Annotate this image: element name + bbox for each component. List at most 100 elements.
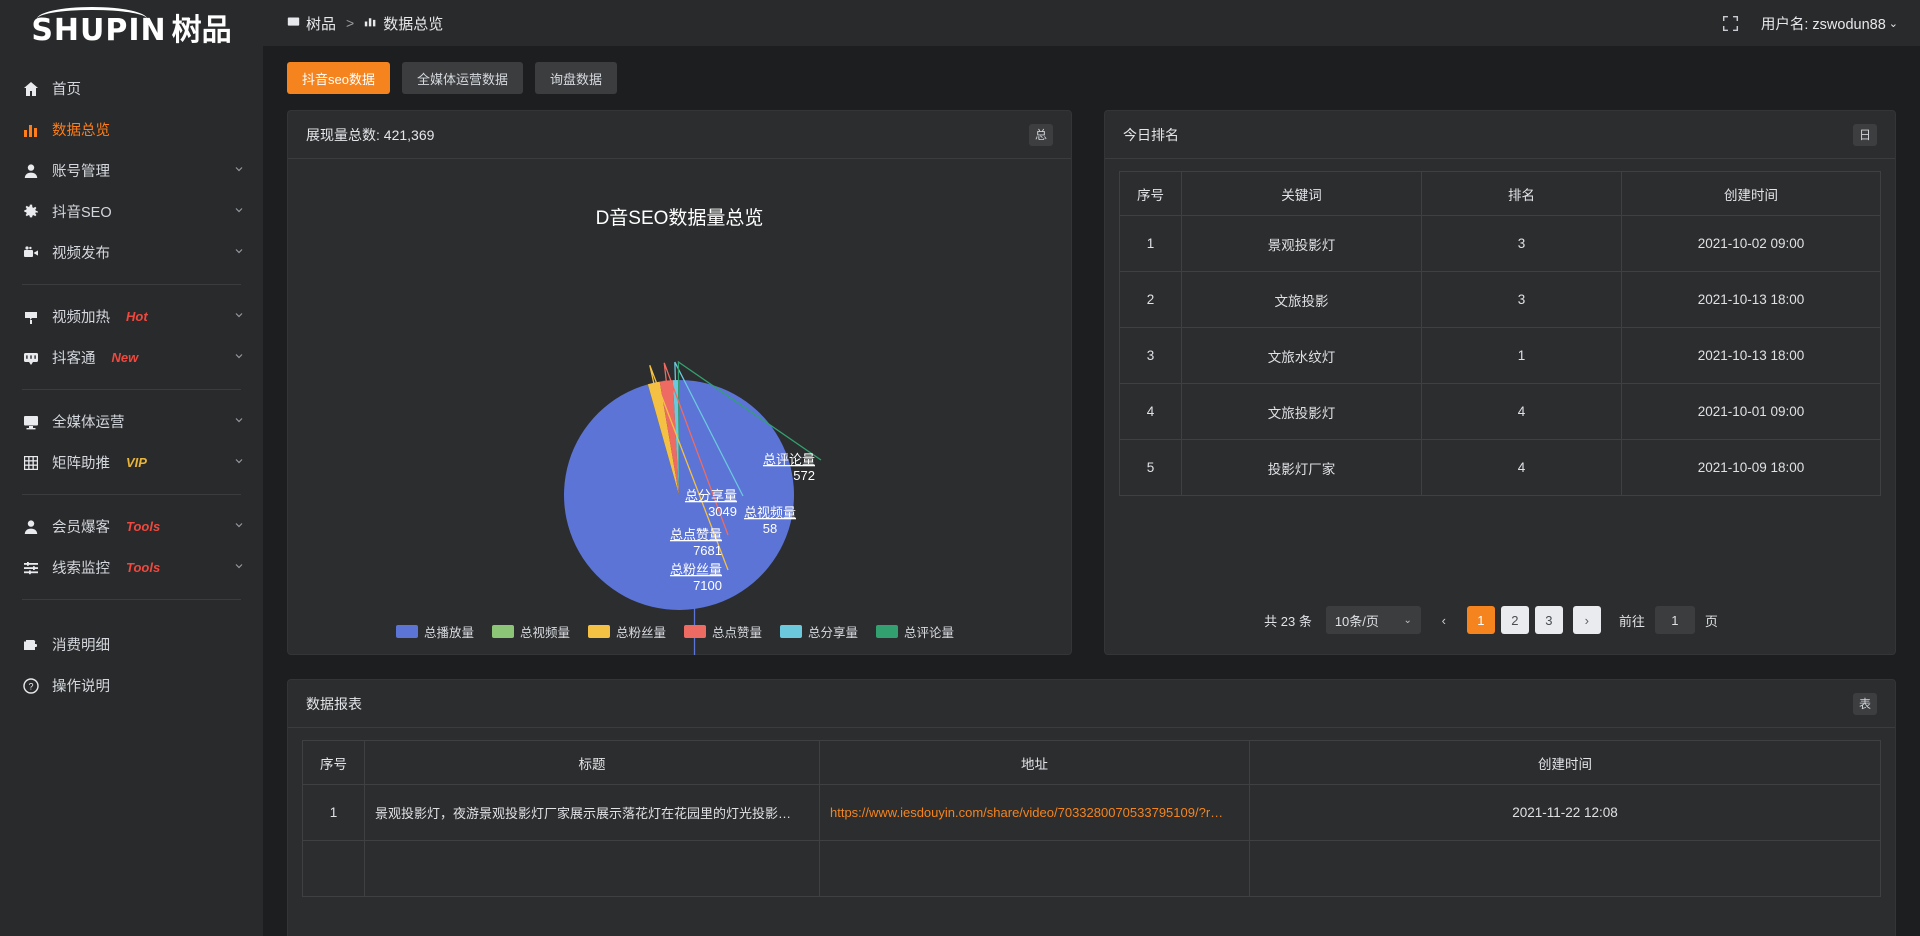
report-card-badge[interactable]: 表 xyxy=(1852,692,1877,715)
tab-1[interactable]: 抖音seo数据 xyxy=(287,62,390,94)
sidebar-item-4[interactable]: 抖音SEO xyxy=(0,191,263,232)
chevron-down-icon[interactable] xyxy=(233,309,245,325)
pie-label-value: 7681 xyxy=(693,543,722,558)
table-row[interactable]: 3 文旅水纹灯 1 2021-10-13 18:00 xyxy=(1119,327,1881,384)
video-camera-icon xyxy=(22,244,40,262)
pie-leader-line-1 xyxy=(693,606,696,655)
sidebar-item-8[interactable]: 全媒体运营 xyxy=(0,401,263,442)
report-cell-no: 1 xyxy=(302,784,365,841)
pie-slice-4[interactable] xyxy=(659,380,679,495)
rank-pagination: 共 23 条 10条/页 ⌄ ‹ 123 › 前往 页 xyxy=(1105,592,1895,654)
legend-label: 总粉丝量 xyxy=(615,626,666,640)
sidebar-menu: 首页数据总览 账号管理 抖音SEO 视频发布视频加热 Hot 抖客通 New 全媒体运营矩阵助… xyxy=(0,58,263,936)
chevron-down-icon[interactable] xyxy=(233,163,245,179)
rank-cell-time: 2021-10-13 18:00 xyxy=(1621,271,1881,328)
chart-card-badge[interactable]: 总 xyxy=(1028,123,1053,146)
chevron-down-icon[interactable] xyxy=(233,455,245,471)
rank-table: 序号 关键词 排名 创建时间 1 景观投影灯 3 2021-10-02 09:00 2 文旅投影… xyxy=(1119,171,1881,496)
tab-label: 询盘数据 xyxy=(549,71,602,87)
report-cell-title-wrap: 景观投影灯，夜游景观投影灯厂家展示展示落花灯在花园里的灯光投影应用效果 # xyxy=(364,784,820,841)
sidebar-item-5[interactable]: 视频发布 xyxy=(0,232,263,273)
user-label: 用户名: zswodun88 xyxy=(1760,16,1886,33)
pie-slice-3[interactable] xyxy=(647,381,679,495)
pagination-next[interactable]: › xyxy=(1572,606,1601,634)
sidebar-item-1[interactable]: 首页 xyxy=(0,68,263,109)
sidebar-item-11[interactable]: 线索监控 Tools xyxy=(0,547,263,588)
pagination-goto-input[interactable] xyxy=(1654,606,1695,634)
rank-cell-keyword: 文旅投影 xyxy=(1181,271,1422,328)
pagination-page-3[interactable]: 3 xyxy=(1534,606,1563,634)
legend-item-5[interactable]: 总分享量 xyxy=(780,622,858,641)
chevron-down-icon[interactable] xyxy=(233,519,245,535)
report-table-header-row: 序号 标题 地址 创建时间 xyxy=(302,740,1881,785)
pagination-page-1[interactable]: 1 xyxy=(1466,606,1495,634)
table-row[interactable]: 2 文旅投影 3 2021-10-13 18:00 xyxy=(1119,271,1881,328)
impressions-total-label: 展现量总数: 421,369 xyxy=(306,126,435,143)
pagination-page-2[interactable]: 2 xyxy=(1500,606,1529,634)
legend-item-1[interactable]: 总播放量 xyxy=(395,622,474,641)
main-area: 树品 > 数据总览 用户名: zswodun88 xyxy=(263,0,1920,936)
rank-cell-time: 2021-10-01 09:00 xyxy=(1621,383,1881,440)
sidebar-item-3[interactable]: 账号管理 xyxy=(0,150,263,191)
rank-card-header: 今日排名 日 xyxy=(1105,111,1895,159)
pie-chart-svg[interactable]: 总播放量402909总视频量58总粉丝量7100总点赞量7681总分享量3049… xyxy=(288,159,1071,655)
pie-label-value: 7100 xyxy=(693,578,722,593)
table-row[interactable]: 5 投影灯厂家 4 2021-10-09 18:00 xyxy=(1119,439,1881,496)
user-menu[interactable]: 用户名: zswodun88 ⌄ xyxy=(1761,13,1898,34)
sidebar-item-10[interactable]: 会员爆客 Tools xyxy=(0,506,263,547)
breadcrumb-current[interactable]: 数据总览 xyxy=(364,13,443,34)
home-icon xyxy=(22,80,40,98)
pie-slice-5[interactable] xyxy=(672,380,679,495)
legend-item-6[interactable]: 总评论量 xyxy=(876,622,954,641)
rank-cell-time: 2021-10-02 09:00 xyxy=(1621,215,1881,272)
chevron-down-icon[interactable] xyxy=(233,350,245,366)
chevron-down-icon[interactable] xyxy=(233,560,245,576)
brand-logo-latin: SHUPIN xyxy=(31,7,167,48)
pagination-prev[interactable]: ‹ xyxy=(1441,612,1446,628)
breadcrumb-root[interactable]: 树品 xyxy=(287,13,336,34)
sidebar-item-label: 消费明细 xyxy=(52,638,110,654)
sidebar-item-9[interactable]: 矩阵助推 VIP xyxy=(0,442,263,483)
legend-swatch xyxy=(780,625,803,638)
table-row[interactable] xyxy=(302,840,1881,897)
legend-item-3[interactable]: 总粉丝量 xyxy=(587,622,666,641)
rank-card-badge[interactable]: 日 xyxy=(1852,123,1877,146)
table-row[interactable]: 1 景观投影灯，夜游景观投影灯厂家展示展示落花灯在花园里的灯光投影应用效果 # ht… xyxy=(302,784,1881,841)
sidebar-item-6[interactable]: 视频加热 Hot xyxy=(0,296,263,337)
report-table: 序号 标题 地址 创建时间 1 景观投影灯，夜游景观投影灯厂家展示展示落花灯在花园里的灯… xyxy=(302,740,1881,897)
sidebar-item-12[interactable]: 消费明细 xyxy=(0,624,263,665)
pagination-total: 共 23 条 xyxy=(1264,613,1312,629)
legend-item-4[interactable]: 总点赞量 xyxy=(684,622,762,641)
pie-label-name: 总分享量 xyxy=(685,488,737,503)
sidebar-item-2[interactable]: 数据总览 xyxy=(0,109,263,150)
chevron-down-icon[interactable] xyxy=(233,245,245,261)
chevron-down-icon[interactable] xyxy=(233,204,245,220)
legend-item-2[interactable]: 总视频量 xyxy=(491,622,570,641)
sidebar-item-label: 全媒体运营 xyxy=(52,415,125,431)
tab-2[interactable]: 全媒体运营数据 xyxy=(401,62,523,94)
sidebar-item-13[interactable]: ? 操作说明 xyxy=(0,665,263,706)
chevron-down-icon[interactable] xyxy=(233,414,245,430)
pie-slice-2[interactable] xyxy=(647,384,679,495)
tab-3[interactable]: 询盘数据 xyxy=(534,62,617,94)
data-report-card: 数据报表 表 序号 标题 地址 创建时间 1 景观投影灯，夜游景观投影灯厂家展示展示落花… xyxy=(287,679,1896,936)
report-cell-url-link[interactable]: https://www.iesdouyin.com/share/video/70… xyxy=(830,805,1235,820)
pagination-goto-label: 前往 xyxy=(1618,613,1645,629)
brand-logo[interactable]: SHUPIN 树品 xyxy=(0,0,263,58)
page-size-select[interactable]: 10条/页 ⌄ xyxy=(1325,606,1421,634)
fullscreen-icon[interactable] xyxy=(1722,15,1739,32)
sidebar-item-label: 首页 xyxy=(52,82,81,98)
pie-label-name: 总评论量 xyxy=(763,452,815,467)
rank-cell-no: 3 xyxy=(1119,327,1182,384)
table-row[interactable]: 4 文旅投影灯 4 2021-10-01 09:00 xyxy=(1119,383,1881,440)
chevron-down-icon: ⌄ xyxy=(1888,17,1898,30)
table-row[interactable]: 1 景观投影灯 3 2021-10-02 09:00 xyxy=(1119,215,1881,272)
topbar-right: 用户名: zswodun88 ⌄ xyxy=(1722,13,1898,34)
sidebar-item-7[interactable]: 抖客通 New xyxy=(0,337,263,378)
sidebar-divider xyxy=(22,494,241,495)
rank-card-title: 今日排名 xyxy=(1123,126,1179,143)
pie-label-value: 3049 xyxy=(708,504,737,519)
